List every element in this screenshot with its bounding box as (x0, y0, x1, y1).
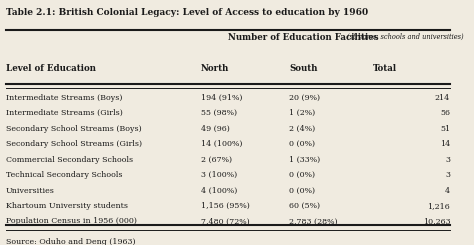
Text: Commercial Secondary Schools: Commercial Secondary Schools (6, 156, 133, 164)
Text: 3: 3 (445, 156, 450, 164)
Text: Secondary School Streams (Girls): Secondary School Streams (Girls) (6, 140, 142, 148)
Text: 3 (100%): 3 (100%) (201, 171, 237, 179)
Text: 7,480 (72%): 7,480 (72%) (201, 218, 250, 225)
Text: 4 (100%): 4 (100%) (201, 186, 237, 195)
Text: 2 (67%): 2 (67%) (201, 156, 232, 164)
Text: Khartoum University students: Khartoum University students (6, 202, 128, 210)
Text: (streams, schools and universities): (streams, schools and universities) (346, 33, 463, 40)
Text: Level of Education: Level of Education (6, 64, 96, 73)
Text: North: North (201, 64, 229, 73)
Text: 60 (5%): 60 (5%) (289, 202, 320, 210)
Text: 1,156 (95%): 1,156 (95%) (201, 202, 250, 210)
Text: 194 (91%): 194 (91%) (201, 94, 242, 102)
Text: 56: 56 (440, 109, 450, 117)
Text: 214: 214 (435, 94, 450, 102)
Text: 10,263: 10,263 (422, 218, 450, 225)
Text: 1,216: 1,216 (428, 202, 450, 210)
Text: 51: 51 (440, 125, 450, 133)
Text: 1 (2%): 1 (2%) (289, 109, 316, 117)
Text: 14 (100%): 14 (100%) (201, 140, 242, 148)
Text: Technical Secondary Schools: Technical Secondary Schools (6, 171, 122, 179)
Text: Secondary School Streams (Boys): Secondary School Streams (Boys) (6, 125, 142, 133)
Text: 49 (96): 49 (96) (201, 125, 230, 133)
Text: Number of Education Facilities: Number of Education Facilities (228, 33, 378, 42)
Text: 14: 14 (440, 140, 450, 148)
Text: South: South (289, 64, 318, 73)
Text: 0 (0%): 0 (0%) (289, 140, 315, 148)
Text: 0 (0%): 0 (0%) (289, 186, 315, 195)
Text: Source: Oduho and Deng (1963): Source: Oduho and Deng (1963) (6, 238, 136, 245)
Text: 20 (9%): 20 (9%) (289, 94, 320, 102)
Text: 4: 4 (445, 186, 450, 195)
Text: Intermediate Streams (Girls): Intermediate Streams (Girls) (6, 109, 123, 117)
Text: Intermediate Streams (Boys): Intermediate Streams (Boys) (6, 94, 122, 102)
Text: Universities: Universities (6, 186, 55, 195)
Text: Population Census in 1956 (000): Population Census in 1956 (000) (6, 218, 137, 225)
Text: 3: 3 (445, 171, 450, 179)
Text: 2,783 (28%): 2,783 (28%) (289, 218, 338, 225)
Text: 55 (98%): 55 (98%) (201, 109, 237, 117)
Text: Total: Total (373, 64, 397, 73)
Text: 1 (33%): 1 (33%) (289, 156, 320, 164)
Text: 0 (0%): 0 (0%) (289, 171, 315, 179)
Text: 2 (4%): 2 (4%) (289, 125, 316, 133)
Text: Table 2.1: British Colonial Legacy: Level of Access to education by 1960: Table 2.1: British Colonial Legacy: Leve… (6, 8, 368, 17)
